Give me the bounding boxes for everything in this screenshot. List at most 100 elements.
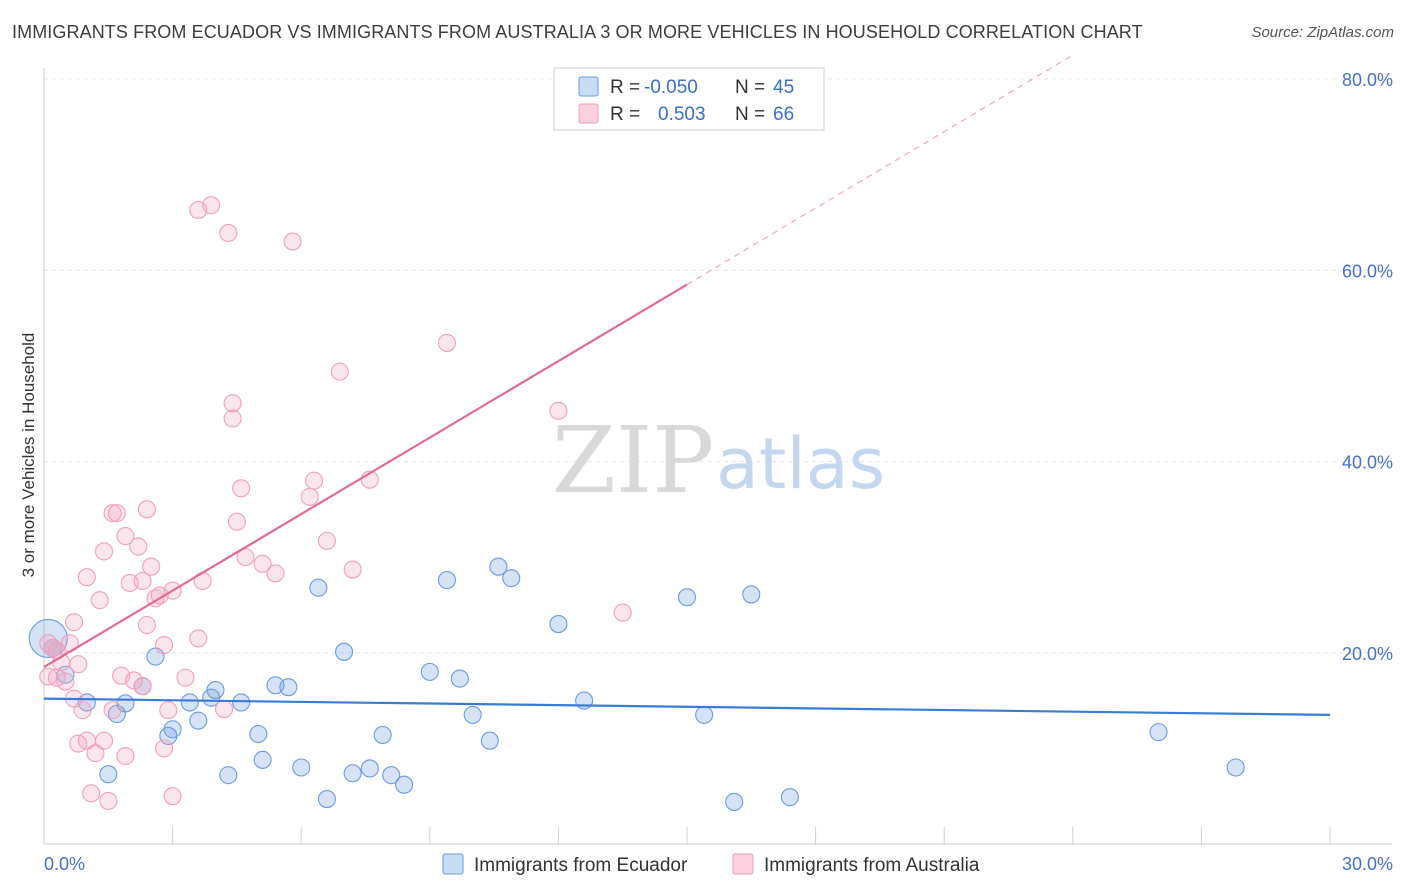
series-legend: Immigrants from Ecuador Immigrants from … — [442, 853, 980, 876]
australia-point-23 — [116, 746, 135, 766]
australia-point-53 — [283, 232, 302, 251]
australia-trend-line — [43, 283, 688, 669]
ecuador-point-4 — [99, 765, 118, 784]
australia-point-56 — [317, 531, 336, 550]
australia-point-54 — [300, 487, 319, 506]
australia-point-20 — [107, 504, 126, 523]
australia-point-62 — [613, 603, 632, 622]
australia-point-48 — [227, 512, 246, 531]
legend-r-value-australia: 0.503 — [658, 104, 706, 125]
ecuador-point-29 — [395, 775, 414, 794]
legend-n-value-ecuador: 45 — [773, 77, 794, 98]
australia-point-35 — [154, 636, 174, 655]
ecuador-point-16 — [232, 693, 251, 712]
legend-n-value-australia: 66 — [773, 104, 794, 125]
legend-swatch-ecuador — [578, 76, 599, 97]
ecuador-point-17 — [249, 724, 268, 744]
ecuador-point-35 — [489, 557, 508, 576]
australia-point-29 — [137, 615, 156, 635]
legend-n-label-australia: N = — [735, 104, 765, 125]
ecuador-point-41 — [725, 792, 744, 811]
australia-point-57 — [330, 362, 349, 381]
ecuador-trend-line — [43, 697, 1331, 717]
bottom-legend-swatch-australia — [732, 853, 754, 875]
y-axis-label: 3 or more Vehicles in Household — [19, 333, 38, 578]
y-tick-label-2: 60.0% — [1342, 261, 1393, 281]
ecuador-point-12 — [189, 711, 208, 730]
ecuador-point-44 — [1149, 723, 1168, 742]
australia-point-7 — [64, 613, 84, 632]
legend-swatch-australia — [578, 103, 599, 124]
x-tick-label-0: 0.0% — [44, 854, 85, 874]
australia-point-46 — [223, 409, 242, 428]
australia-point-27 — [133, 677, 152, 696]
australia-point-49 — [232, 479, 251, 498]
australia-point-44 — [214, 700, 234, 719]
australia-point-45 — [219, 223, 238, 243]
australia-point-12 — [77, 568, 96, 587]
australia-point-47 — [223, 394, 242, 413]
ecuador-points — [28, 557, 1245, 811]
legend-r-value-ecuador: -0.050 — [644, 77, 698, 98]
ecuador-point-27 — [373, 725, 392, 745]
bottom-legend-label-australia: Immigrants from Australia — [764, 855, 980, 876]
chart-source: Source: ZipAtlas.com — [1251, 24, 1394, 41]
australia-point-60 — [437, 333, 456, 352]
australia-point-31 — [142, 557, 161, 576]
australia-point-18 — [99, 791, 118, 811]
ecuador-point-31 — [437, 571, 456, 590]
ecuador-point-33 — [463, 705, 482, 724]
ecuador-point-39 — [677, 588, 697, 607]
australia-points — [39, 196, 632, 811]
x-tick-label-1: 30.0% — [1342, 854, 1393, 874]
watermark: ZIP atlas — [552, 407, 885, 514]
ecuador-point-32 — [450, 669, 469, 688]
legend-n-label-ecuador: N = — [735, 77, 765, 98]
australia-point-50 — [236, 548, 255, 567]
australia-point-13 — [82, 784, 101, 803]
bottom-legend-label-ecuador: Immigrants from Ecuador — [474, 855, 688, 876]
ecuador-point-30 — [420, 662, 439, 681]
ecuador-point-10 — [163, 720, 182, 739]
australia-point-28 — [133, 571, 152, 591]
ecuador-point-14 — [206, 680, 225, 700]
ecuador-point-37 — [549, 615, 568, 634]
ecuador-point-22 — [309, 578, 328, 597]
australia-point-37 — [163, 787, 182, 806]
australia-trend-extension — [686, 54, 1074, 286]
bottom-legend-swatch-ecuador — [442, 853, 464, 875]
australia-point-40 — [189, 629, 208, 648]
tick-labels: 20.0% 40.0% 60.0% 80.0% 0.0% 30.0% — [44, 70, 1393, 874]
ecuador-point-42 — [742, 585, 761, 604]
australia-point-30 — [137, 500, 156, 519]
legend-r-label-australia: R = — [610, 104, 640, 125]
ecuador-point-18 — [253, 750, 272, 769]
watermark-atlas: atlas — [716, 423, 885, 505]
australia-point-19 — [103, 504, 122, 523]
australia-point-36 — [159, 701, 178, 720]
legend-r-label-ecuador: R = — [610, 77, 640, 98]
australia-point-43 — [202, 196, 221, 215]
australia-point-52 — [266, 564, 285, 583]
legend-box — [553, 67, 825, 131]
watermark-zip: ZIP — [552, 407, 714, 514]
australia-point-26 — [129, 537, 148, 556]
australia-point-34 — [154, 739, 174, 758]
ecuador-point-0 — [28, 618, 68, 658]
ecuador-point-34 — [480, 731, 499, 750]
australia-point-51 — [253, 554, 272, 573]
ecuador-point-15 — [219, 766, 238, 785]
australia-point-39 — [176, 668, 195, 687]
ecuador-point-43 — [780, 788, 799, 807]
australia-point-17 — [94, 542, 114, 561]
y-tick-label-1: 40.0% — [1342, 453, 1393, 473]
australia-point-4 — [56, 672, 75, 691]
australia-point-8 — [69, 655, 88, 674]
y-tick-label-3: 80.0% — [1342, 70, 1393, 90]
axes — [43, 68, 1392, 845]
australia-point-58 — [343, 560, 362, 579]
australia-point-22 — [116, 527, 135, 546]
ecuador-point-28 — [382, 766, 401, 785]
ecuador-point-23 — [317, 790, 336, 809]
